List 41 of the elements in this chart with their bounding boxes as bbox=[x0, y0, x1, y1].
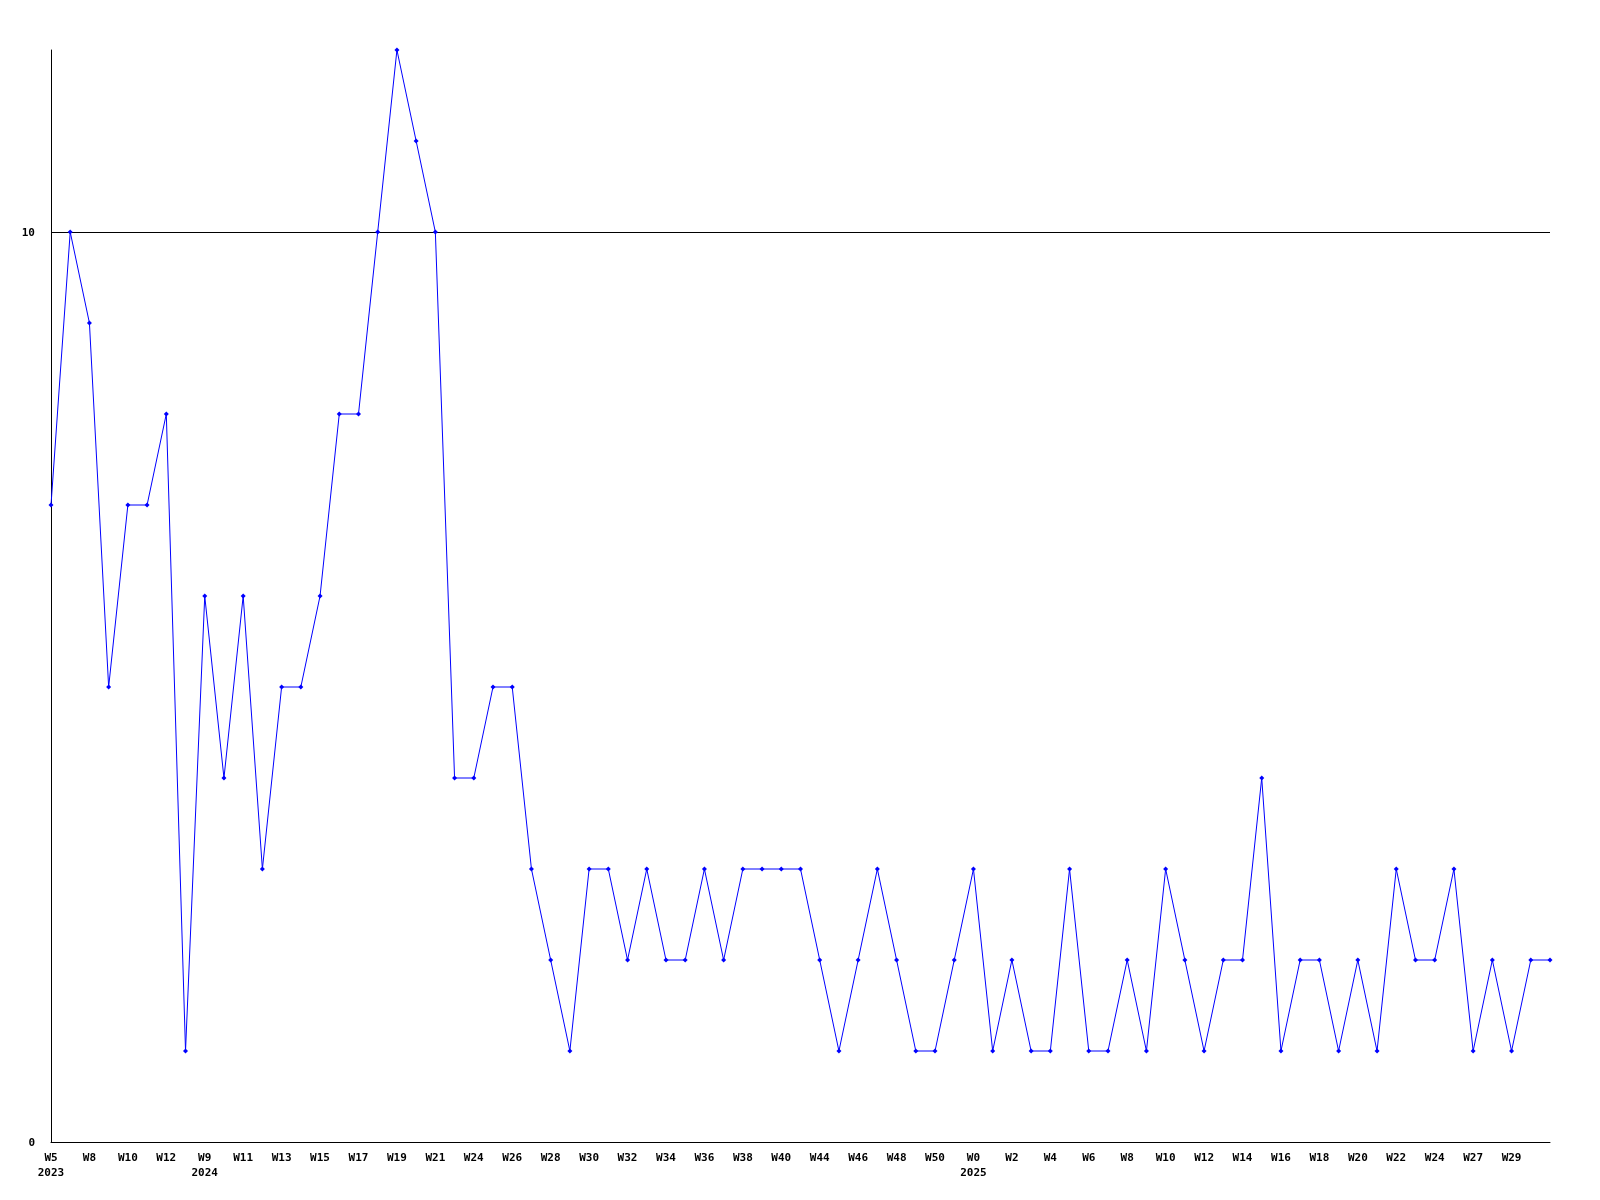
x-tick-label: W44 bbox=[809, 1151, 831, 1164]
x-tick-label: W40 bbox=[771, 1151, 792, 1164]
x-tick-label: W9 2024 bbox=[191, 1151, 219, 1179]
x-tick-label: W36 bbox=[694, 1151, 715, 1164]
x-tick-label: W26 bbox=[502, 1151, 523, 1164]
x-tick-label: W46 bbox=[848, 1151, 869, 1164]
x-tick-label: W5 2023 bbox=[37, 1151, 65, 1179]
x-tick-label: W13 bbox=[271, 1151, 292, 1164]
x-tick-label: W15 bbox=[310, 1151, 330, 1164]
x-tick-label: W16 bbox=[1271, 1151, 1292, 1164]
x-tick-label: W18 bbox=[1309, 1151, 1330, 1164]
x-tick-label: W11 bbox=[233, 1151, 254, 1164]
x-tick-label: W2 bbox=[1005, 1151, 1019, 1164]
x-tick-label: W27 bbox=[1463, 1151, 1484, 1164]
x-tick-label: W12 bbox=[156, 1151, 177, 1164]
x-tick-label: W22 bbox=[1386, 1151, 1407, 1164]
x-tick-label: W12 bbox=[1194, 1151, 1215, 1164]
x-tick-label: W10 bbox=[117, 1151, 138, 1164]
x-tick-label: W32 bbox=[617, 1151, 638, 1164]
x-tick-label: W24 bbox=[1424, 1151, 1445, 1164]
y-tick-label: 10 bbox=[21, 225, 35, 239]
x-tick-label: W10 bbox=[1155, 1151, 1176, 1164]
x-tick-label: W34 bbox=[656, 1151, 677, 1164]
x-tick-label: W0 2025 bbox=[960, 1151, 987, 1179]
x-tick-label: W6 bbox=[1082, 1151, 1096, 1164]
x-tick-label: W8 bbox=[82, 1151, 97, 1164]
x-tick-label: W29 bbox=[1501, 1151, 1522, 1164]
x-tick-label: W14 bbox=[1232, 1151, 1253, 1164]
x-tick-label: W38 bbox=[732, 1151, 753, 1164]
x-tick-label: W30 bbox=[579, 1151, 600, 1164]
x-tick-label: W50 bbox=[925, 1151, 945, 1164]
x-tick-label: W21 bbox=[425, 1151, 446, 1164]
x-tick-label: W24 bbox=[463, 1151, 485, 1164]
x-tick-label: W28 bbox=[540, 1151, 561, 1164]
x-tick-label: W19 bbox=[386, 1151, 407, 1164]
x-tick-label: W17 bbox=[348, 1151, 369, 1164]
x-tick-label: W8 bbox=[1120, 1151, 1134, 1164]
y-tick-label: 0 bbox=[28, 1135, 35, 1149]
x-tick-label: W48 bbox=[886, 1151, 907, 1164]
x-tick-label: W4 bbox=[1043, 1151, 1058, 1164]
x-tick-label: W20 bbox=[1347, 1151, 1368, 1164]
